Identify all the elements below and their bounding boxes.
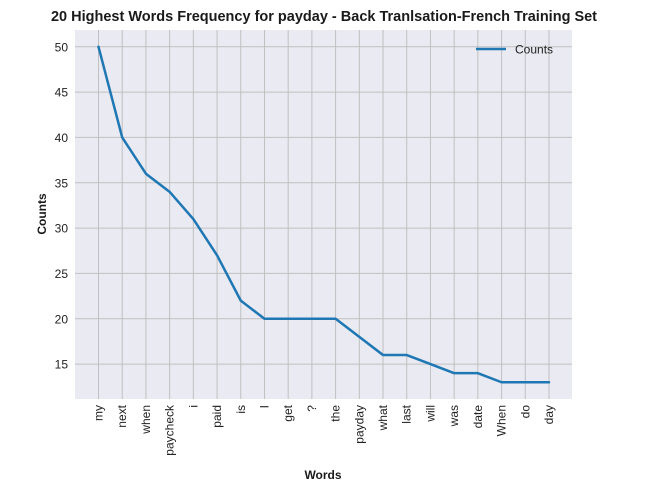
x-tick-label: day [542, 405, 556, 424]
x-tick-label: do [518, 405, 532, 419]
plot-area [75, 30, 572, 399]
y-tick-label: 50 [55, 40, 69, 54]
x-tick-label: payday [352, 405, 366, 444]
y-tick-label: 15 [55, 358, 69, 372]
y-tick-label: 45 [55, 86, 69, 100]
x-tick-label: i [186, 405, 200, 408]
gridlines [75, 30, 572, 399]
series-line-counts [97, 45, 551, 384]
y-tick-label: 20 [55, 312, 69, 326]
chart-title: 20 Highest Words Frequency for payday - … [51, 9, 597, 25]
x-tick-label: the [329, 405, 343, 422]
x-tick-label: my [92, 405, 106, 421]
x-tick-label: will [423, 405, 437, 423]
x-tick-label: ? [305, 405, 319, 412]
x-tick-label: what [376, 404, 390, 431]
x-tick-label: was [447, 405, 461, 427]
y-axis-label: Counts [35, 193, 49, 235]
x-tick-label: next [115, 404, 129, 427]
x-tick-label: last [400, 404, 414, 423]
y-tick-label: 35 [55, 176, 69, 190]
y-tick-label: 25 [55, 267, 69, 281]
x-tick-label: paycheck [163, 404, 177, 456]
x-tick-label: paid [210, 405, 224, 428]
y-tick-labels: 15 20 25 30 35 40 45 50 [55, 40, 69, 371]
y-tick-label: 30 [55, 222, 69, 236]
x-tick-label: I [257, 405, 271, 408]
y-tick-label: 40 [55, 131, 69, 145]
legend: Counts [476, 43, 553, 57]
x-tick-label: When [495, 405, 509, 436]
x-tick-label: is [234, 405, 248, 414]
x-tick-label: date [471, 405, 485, 429]
x-axis-label: Words [304, 468, 341, 482]
series-counts [97, 45, 551, 384]
legend-label-counts: Counts [515, 43, 553, 57]
x-tick-label: when [139, 405, 153, 435]
x-tick-label: get [281, 404, 295, 421]
